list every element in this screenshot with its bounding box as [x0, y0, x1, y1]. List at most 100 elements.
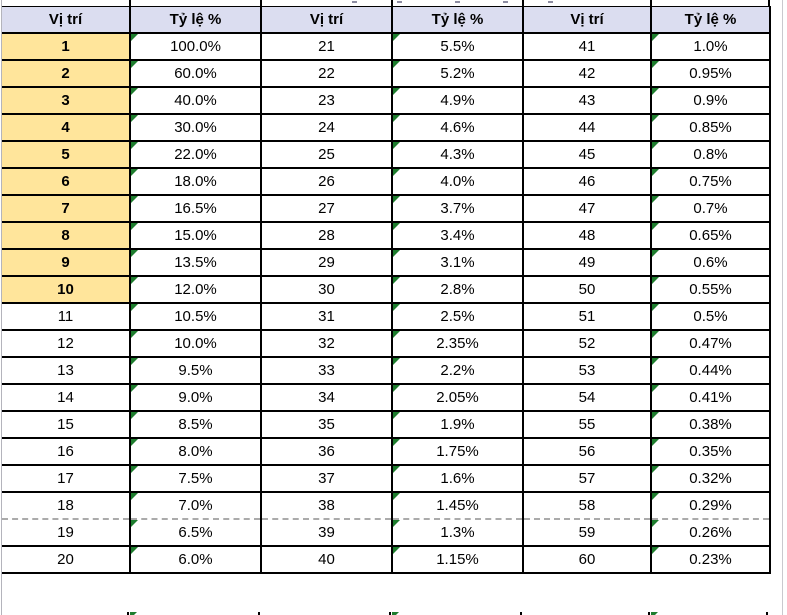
position-cell[interactable]: 49: [523, 248, 652, 277]
rate-cell[interactable]: 8.0%: [130, 437, 262, 466]
rate-cell[interactable]: 6.5%: [130, 518, 262, 547]
rate-cell[interactable]: 6.0%: [130, 545, 262, 574]
position-cell[interactable]: 59: [523, 518, 652, 547]
rate-cell[interactable]: 4.0%: [392, 167, 524, 196]
position-cell[interactable]: 46: [523, 167, 652, 196]
rate-cell[interactable]: 9.5%: [130, 356, 262, 385]
rate-cell[interactable]: 1.3%: [392, 518, 524, 547]
position-cell[interactable]: 60: [523, 545, 652, 574]
rate-cell[interactable]: 0.6%: [651, 248, 771, 277]
rate-cell[interactable]: 0.23%: [651, 545, 771, 574]
rate-cell[interactable]: 8.5%: [130, 410, 262, 439]
rate-cell[interactable]: 4.9%: [392, 86, 524, 115]
position-cell[interactable]: 48: [523, 221, 652, 250]
position-cell[interactable]: 40: [261, 545, 393, 574]
rate-cell[interactable]: 15.0%: [130, 221, 262, 250]
position-cell[interactable]: 23: [261, 86, 393, 115]
rate-cell[interactable]: 1.45%: [392, 491, 524, 520]
rate-cell[interactable]: 1.0%: [651, 32, 771, 61]
position-cell[interactable]: 25: [261, 140, 393, 169]
rate-cell[interactable]: 2.35%: [392, 329, 524, 358]
position-cell[interactable]: 47: [523, 194, 652, 223]
position-cell[interactable]: 11: [2, 302, 131, 331]
rate-cell[interactable]: 0.7%: [651, 194, 771, 223]
position-cell[interactable]: 24: [261, 113, 393, 142]
position-cell[interactable]: 35: [261, 410, 393, 439]
position-cell[interactable]: 57: [523, 464, 652, 493]
rate-cell[interactable]: 0.38%: [651, 410, 771, 439]
rate-cell[interactable]: 0.32%: [651, 464, 771, 493]
position-cell[interactable]: 8: [2, 221, 131, 250]
column-header-position[interactable]: Vị trí: [261, 6, 393, 34]
position-cell[interactable]: 10: [2, 275, 131, 304]
position-cell[interactable]: 14: [2, 383, 131, 412]
position-cell[interactable]: 56: [523, 437, 652, 466]
position-cell[interactable]: 58: [523, 491, 652, 520]
column-header-rate[interactable]: Tỷ lệ %: [651, 6, 771, 34]
rate-cell[interactable]: 2.5%: [392, 302, 524, 331]
rate-cell[interactable]: 100.0%: [130, 32, 262, 61]
position-cell[interactable]: 42: [523, 59, 652, 88]
position-cell[interactable]: 30: [261, 275, 393, 304]
position-cell[interactable]: 21: [261, 32, 393, 61]
position-cell[interactable]: 33: [261, 356, 393, 385]
rate-cell[interactable]: 7.0%: [130, 491, 262, 520]
position-cell[interactable]: 6: [2, 167, 131, 196]
position-cell[interactable]: 29: [261, 248, 393, 277]
position-cell[interactable]: 43: [523, 86, 652, 115]
rate-cell[interactable]: 10.0%: [130, 329, 262, 358]
rate-cell[interactable]: 1.9%: [392, 410, 524, 439]
position-cell[interactable]: 26: [261, 167, 393, 196]
rate-cell[interactable]: 1.75%: [392, 437, 524, 466]
rate-cell[interactable]: 2.05%: [392, 383, 524, 412]
position-cell[interactable]: 28: [261, 221, 393, 250]
position-cell[interactable]: 2: [2, 59, 131, 88]
rate-cell[interactable]: 5.5%: [392, 32, 524, 61]
position-cell[interactable]: 4: [2, 113, 131, 142]
rate-cell[interactable]: 0.29%: [651, 491, 771, 520]
rate-cell[interactable]: 18.0%: [130, 167, 262, 196]
column-header-rate[interactable]: Tỷ lệ %: [392, 6, 524, 34]
rate-cell[interactable]: 5.2%: [392, 59, 524, 88]
rate-cell[interactable]: 0.85%: [651, 113, 771, 142]
rate-cell[interactable]: 0.8%: [651, 140, 771, 169]
rate-cell[interactable]: 0.35%: [651, 437, 771, 466]
rate-cell[interactable]: 0.5%: [651, 302, 771, 331]
position-cell[interactable]: 39: [261, 518, 393, 547]
rate-cell[interactable]: 1.15%: [392, 545, 524, 574]
rate-cell[interactable]: 4.3%: [392, 140, 524, 169]
position-cell[interactable]: 9: [2, 248, 131, 277]
position-cell[interactable]: 22: [261, 59, 393, 88]
column-header-position[interactable]: Vị trí: [523, 6, 652, 34]
position-cell[interactable]: 7: [2, 194, 131, 223]
position-cell[interactable]: 27: [261, 194, 393, 223]
position-cell[interactable]: 18: [2, 491, 131, 520]
rate-cell[interactable]: 3.1%: [392, 248, 524, 277]
rate-cell[interactable]: 3.4%: [392, 221, 524, 250]
column-header-rate[interactable]: Tỷ lệ %: [130, 6, 262, 34]
rate-cell[interactable]: 0.44%: [651, 356, 771, 385]
rate-cell[interactable]: 2.2%: [392, 356, 524, 385]
position-cell[interactable]: 37: [261, 464, 393, 493]
rate-cell[interactable]: 4.6%: [392, 113, 524, 142]
rate-cell[interactable]: 2.8%: [392, 275, 524, 304]
position-cell[interactable]: 50: [523, 275, 652, 304]
position-cell[interactable]: 55: [523, 410, 652, 439]
position-cell[interactable]: 20: [2, 545, 131, 574]
position-cell[interactable]: 52: [523, 329, 652, 358]
position-cell[interactable]: 53: [523, 356, 652, 385]
position-cell[interactable]: 44: [523, 113, 652, 142]
position-cell[interactable]: 12: [2, 329, 131, 358]
position-cell[interactable]: 15: [2, 410, 131, 439]
rate-cell[interactable]: 0.47%: [651, 329, 771, 358]
position-cell[interactable]: 31: [261, 302, 393, 331]
rate-cell[interactable]: 1.6%: [392, 464, 524, 493]
rate-cell[interactable]: 0.65%: [651, 221, 771, 250]
position-cell[interactable]: 36: [261, 437, 393, 466]
position-cell[interactable]: 16: [2, 437, 131, 466]
position-cell[interactable]: 51: [523, 302, 652, 331]
rate-cell[interactable]: 0.26%: [651, 518, 771, 547]
rate-cell[interactable]: 0.9%: [651, 86, 771, 115]
position-cell[interactable]: 1: [2, 32, 131, 61]
rate-cell[interactable]: 30.0%: [130, 113, 262, 142]
